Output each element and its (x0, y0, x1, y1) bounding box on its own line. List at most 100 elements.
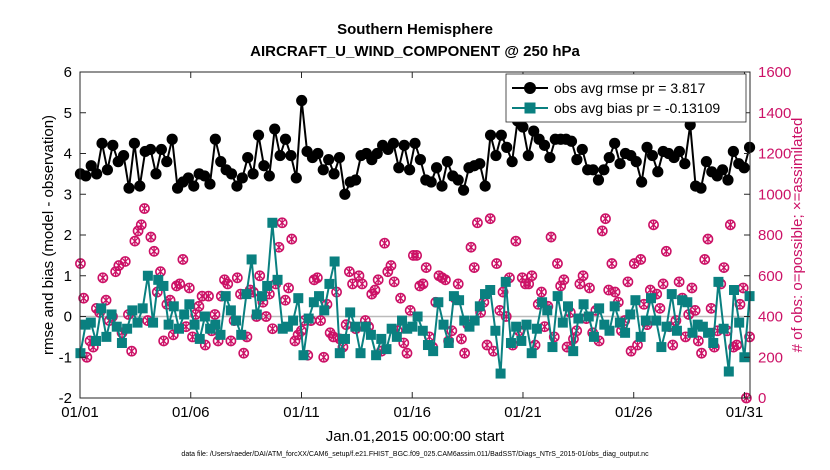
obs-count-marker (654, 302, 666, 314)
left-tick-label: 6 (64, 64, 72, 81)
bias-marker (728, 285, 739, 296)
obs-count-marker (606, 258, 618, 269)
bias-marker (153, 274, 164, 285)
rmse-marker (598, 164, 610, 176)
obs-count-marker (724, 219, 736, 231)
obs-count-marker (718, 262, 730, 273)
bias-marker (91, 335, 102, 346)
bias-marker (526, 348, 537, 359)
obs-assimilated-marker (176, 279, 184, 288)
right-tick-label: 1400 (758, 105, 791, 122)
rmse-marker (247, 168, 259, 180)
bias-marker (666, 289, 677, 300)
bias-marker (298, 350, 309, 361)
obs-assimilated-marker (649, 220, 658, 229)
rmse-marker (571, 154, 583, 166)
obs-assimilated-marker (739, 283, 747, 292)
obs-assimilated-marker (396, 294, 405, 303)
obs-count-marker (491, 258, 503, 269)
left-tick-label: -1 (59, 349, 72, 366)
bias-marker (485, 285, 496, 296)
obs-assimilated-marker (358, 279, 366, 288)
bias-marker (495, 368, 506, 379)
obs-assimilated-marker (598, 226, 606, 235)
obs-count-marker (343, 266, 355, 278)
rmse-marker (258, 160, 270, 172)
bias-marker (646, 293, 657, 304)
obs-count-marker (135, 219, 147, 231)
obs-count-marker (174, 278, 186, 290)
obs-assimilated-marker (528, 271, 536, 280)
obs-count-marker (199, 339, 211, 351)
obs-assimilated-marker (147, 233, 155, 242)
obs-assimilated-marker (611, 288, 619, 297)
obs-count-marker (689, 304, 701, 316)
obs-count-marker (696, 347, 707, 359)
obs-assimilated-marker (720, 263, 728, 272)
obs-count-marker (577, 270, 589, 282)
obs-assimilated-marker (131, 237, 139, 246)
bias-marker (324, 278, 335, 289)
bias-marker (604, 325, 615, 336)
obs-assimilated-marker (457, 334, 466, 343)
obs-assimilated-marker (406, 306, 414, 315)
bias-marker (583, 311, 594, 322)
bottom-tick-label: 01/06 (172, 404, 210, 421)
bias-marker (101, 331, 112, 342)
obs-count-marker (129, 235, 141, 247)
obs-assimilated-marker (137, 220, 145, 229)
obs-count-marker (145, 231, 157, 243)
obs-count-marker (472, 217, 483, 229)
bias-marker (148, 317, 159, 328)
obs-count-marker (385, 260, 397, 271)
bias-marker (345, 307, 356, 318)
bias-marker (557, 317, 568, 328)
rmse-marker (333, 151, 346, 164)
obs-assimilated-marker (460, 349, 469, 358)
bias-marker (277, 323, 288, 334)
obs-count-marker (315, 315, 326, 326)
obs-assimilated-marker (79, 294, 88, 303)
obs-assimilated-marker (726, 220, 735, 229)
legend-bias-marker (524, 102, 536, 114)
bias-marker (314, 291, 325, 302)
bias-marker (682, 297, 693, 308)
obs-assimilated-marker (320, 353, 328, 362)
right-tick-label: 1000 (758, 186, 791, 203)
bias-marker (573, 313, 584, 324)
obs-count-marker (225, 335, 237, 347)
rmse-marker (528, 125, 540, 137)
obs-count-marker (222, 278, 234, 290)
rmse-marker (198, 170, 211, 182)
rmse-marker (371, 147, 383, 160)
legend-rmse-label: obs avg rmse pr = 3.817 (554, 80, 706, 96)
bias-marker (231, 315, 242, 326)
bias-marker (640, 315, 651, 326)
obs-count-marker (276, 217, 288, 229)
rmse-marker (587, 164, 599, 176)
rmse-marker (296, 94, 308, 107)
bias-marker (630, 295, 641, 306)
obs-assimilated-marker (262, 312, 270, 321)
obs-count-marker (510, 235, 522, 247)
rmse-marker (738, 162, 750, 174)
rmse-marker (474, 158, 486, 170)
bias-marker (334, 348, 345, 359)
rmse-marker (328, 168, 340, 180)
bias-marker (158, 280, 169, 291)
bottom-tick-label: 01/21 (504, 404, 542, 421)
obs-assimilated-marker (489, 347, 498, 356)
obs-count-marker (702, 233, 714, 245)
bias-marker (397, 315, 408, 326)
obs-count-marker (254, 270, 266, 282)
bias-marker (734, 317, 745, 328)
obs-assimilated-marker (419, 279, 427, 288)
bias-marker (111, 321, 122, 332)
obs-assimilated-marker (316, 316, 325, 325)
obs-count-marker (382, 266, 394, 278)
bias-marker (713, 276, 724, 287)
rmse-marker (393, 162, 405, 174)
obs-assimilated-marker (473, 218, 482, 227)
rmse-marker (387, 137, 400, 149)
rmse-marker (700, 156, 712, 168)
